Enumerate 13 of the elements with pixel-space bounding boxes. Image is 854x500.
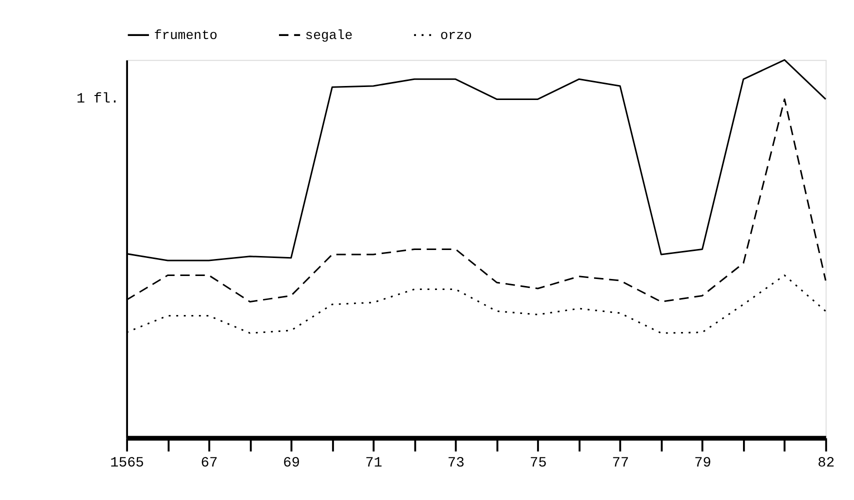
x-tick-label: 1565 [110, 456, 144, 472]
text: 1 fl. [76, 91, 120, 108]
legend-label: segale [305, 28, 353, 43]
x-tick-label: 67 [200, 456, 218, 472]
x-tick-label: 82 [818, 456, 835, 472]
x-tick-label: 73 [448, 456, 465, 472]
legend-label: orzo [440, 28, 472, 43]
x-tick-label: 75 [530, 456, 547, 472]
x-tick-label: 79 [694, 456, 712, 472]
x-tick-label: 71 [365, 456, 382, 472]
legend-label: frumento [154, 28, 218, 43]
x-tick-label: 69 [283, 456, 300, 472]
x-tick-label: 77 [612, 456, 630, 472]
